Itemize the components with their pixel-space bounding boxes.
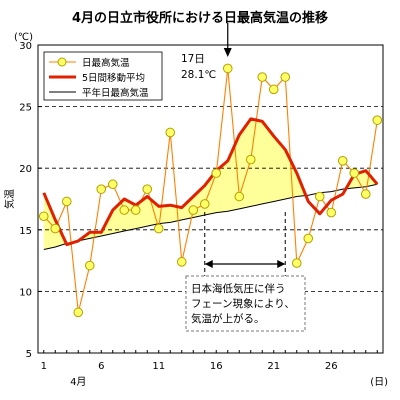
- daily-max-point: [188, 205, 199, 215]
- month-label: 4月: [70, 376, 86, 388]
- y-tick-label: 5: [26, 349, 32, 360]
- chart-title: 4月の日立市役所における日最高気温の推移: [72, 10, 328, 26]
- x-tick-label: 16: [210, 361, 223, 372]
- x-tick-label: 26: [325, 361, 338, 372]
- daily-max-point: [257, 72, 268, 82]
- daily-max-point: [199, 199, 210, 209]
- daily-max-point: [38, 211, 49, 222]
- daily-max-point: [107, 179, 118, 190]
- x-tick-label: 1: [41, 361, 47, 372]
- x-unit: (日): [370, 377, 388, 388]
- daily-max-point: [165, 127, 176, 138]
- y-tick-label: 10: [19, 287, 32, 298]
- daily-max-point: [84, 260, 95, 271]
- peak-arrow-head: [223, 48, 232, 57]
- legend-daily-max-marker: [57, 57, 67, 67]
- y-tick-label: 25: [19, 103, 32, 114]
- note-box: [185, 275, 306, 332]
- daily-max-point: [130, 205, 141, 215]
- x-tick-label: 21: [267, 361, 280, 372]
- daily-max-point: [349, 168, 360, 178]
- legend-normal-label: 平年日最高気温: [82, 87, 149, 99]
- y-unit: (℃): [14, 32, 33, 43]
- daily-max-point: [96, 184, 107, 194]
- daily-max-point: [211, 168, 222, 178]
- plot-frame: [37, 44, 384, 354]
- daily-max-point: [119, 205, 130, 215]
- y-tick-label: 15: [19, 226, 32, 237]
- note-line: 日本海低気圧に伴う: [191, 282, 286, 295]
- daily-max-point: [291, 258, 302, 268]
- daily-max-point: [142, 184, 153, 194]
- period-arrow-right-head: [277, 260, 286, 268]
- series: [38, 63, 383, 318]
- moving-average-line: [42, 117, 379, 247]
- legend-moving-average-label: 5日間移動平均: [82, 72, 145, 84]
- daily-max-point: [303, 233, 314, 244]
- daily-max-point: [176, 257, 187, 267]
- legend-daily-max-label: 日最高気温: [82, 57, 130, 69]
- daily-max-point: [326, 207, 337, 218]
- daily-max-point: [61, 196, 72, 207]
- y-tick-label: 20: [19, 164, 32, 175]
- peak-day-label: 17日: [181, 53, 205, 65]
- daily-max-point: [153, 223, 164, 234]
- daily-max-point: [222, 63, 233, 74]
- daily-max-point: [268, 84, 279, 95]
- y-axis-label: 気温: [3, 189, 16, 209]
- period-arrow-left-head: [204, 260, 213, 268]
- daily-max-point: [280, 72, 291, 82]
- daily-max-point: [245, 154, 256, 165]
- x-tick-label: 6: [98, 361, 104, 372]
- axes: [37, 44, 384, 354]
- daily-max-point: [337, 156, 348, 166]
- x-tick-label: 11: [152, 361, 165, 372]
- daily-max-point: [73, 307, 84, 318]
- y-tick-label: 30: [19, 41, 32, 52]
- note-line: 気温が上がる。: [191, 312, 265, 325]
- note-line: フェーン現象により、: [191, 298, 295, 310]
- daily-max-point: [234, 191, 245, 202]
- daily-max-point: [50, 223, 61, 234]
- daily-max-point: [314, 191, 325, 202]
- daily-max-point: [360, 189, 371, 199]
- daily-max-point: [372, 115, 383, 125]
- peak-temp-label: 28.1℃: [181, 69, 216, 81]
